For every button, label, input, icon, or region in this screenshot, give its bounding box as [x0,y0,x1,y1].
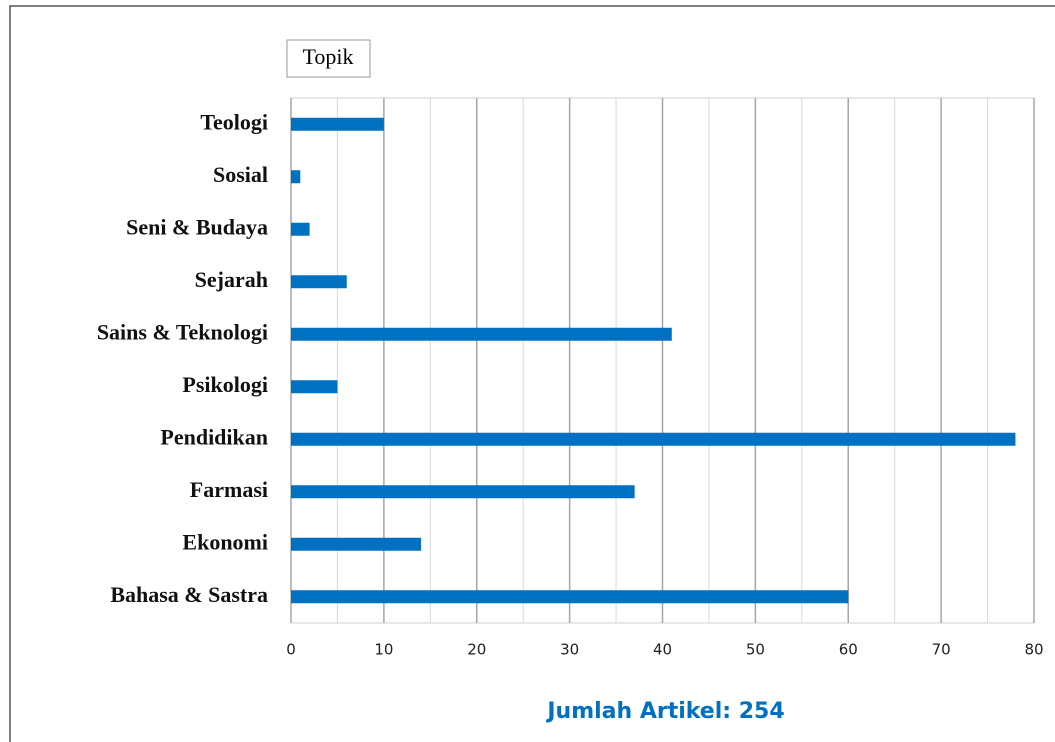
y-tick-label: Bahasa & Sastra [110,582,268,607]
x-tick-label: 80 [1024,641,1043,659]
y-tick-label: Sejarah [195,267,268,292]
x-tick-label: 20 [467,641,486,659]
bar [291,275,347,289]
frame [9,5,1055,742]
x-tick-label: 70 [932,641,951,659]
x-tick-label: 30 [560,641,579,659]
y-tick-label: Pendidikan [160,424,268,449]
bar [291,380,338,394]
bar [291,222,310,236]
y-tick-label: Sains & Teknologi [97,319,268,344]
bar [291,170,301,184]
x-tick-label: 60 [839,641,858,659]
x-tick-label: 0 [286,641,296,659]
bar [291,432,1016,446]
x-tick-label: 50 [746,641,765,659]
x-tick-label: 40 [653,641,672,659]
bar [291,117,384,131]
y-tick-label: Sosial [213,162,268,187]
bar [291,327,672,341]
legend-title-box [286,39,371,78]
annotation: Jumlah Artikel: 254 [545,699,784,724]
legend-title: Topik [302,44,353,69]
y-tick-label: Psikologi [182,372,268,397]
bar [291,537,422,551]
y-tick-label: Ekonomi [182,529,268,554]
bar [291,590,849,604]
bar [291,485,635,499]
x-tick-label: 10 [374,641,393,659]
y-tick-label: Seni & Budaya [126,214,268,239]
y-tick-label: Farmasi [190,477,268,502]
y-tick-label: Teologi [200,109,268,134]
